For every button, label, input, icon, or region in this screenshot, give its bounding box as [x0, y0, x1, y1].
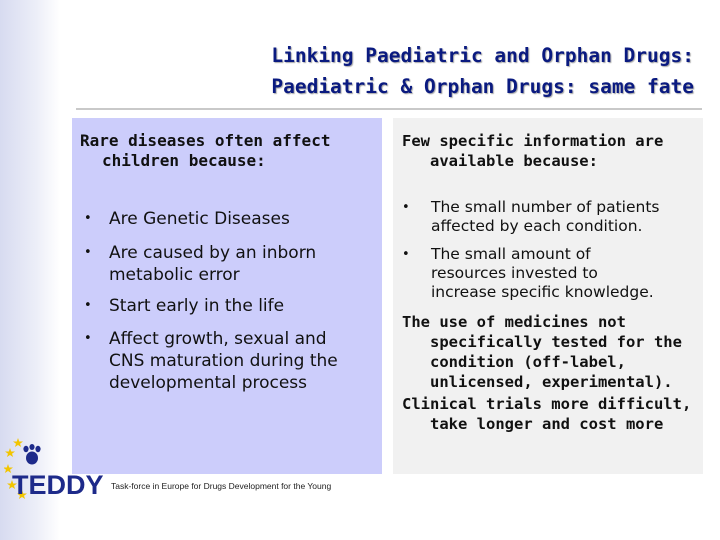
paragraph-line: unlicensed, experimental). — [430, 373, 673, 391]
title-line-2: Paediatric & Orphan Drugs: same fate — [271, 75, 694, 98]
left-heading: Rare diseases often affect children beca… — [80, 131, 330, 171]
bullet-dot: • — [84, 211, 92, 226]
teddy-tagline: Task-force in Europe for Drugs Developme… — [111, 481, 332, 491]
eu-stars-icon — [4, 438, 27, 499]
bullet-text: Are Genetic Diseases — [109, 209, 290, 229]
bullet-text: affected by each condition. — [431, 217, 643, 235]
paragraph-line: take longer and cost more — [430, 415, 664, 433]
right-heading-line-2: available because: — [430, 152, 598, 170]
bullet-text: The small amount of — [431, 245, 591, 263]
slide-title: Linking Paediatric and Orphan Drugs: Pae… — [94, 40, 694, 102]
bullet-text: metabolic error — [109, 265, 240, 285]
right-heading-line-1: Few specific information are — [402, 132, 664, 150]
bullet-text: Affect growth, sexual and — [109, 329, 327, 349]
title-divider — [76, 108, 702, 110]
bullet-dot: • — [402, 200, 410, 215]
bullet-dot: • — [84, 298, 92, 313]
bullet-text: The small number of patients — [431, 198, 660, 216]
off-label-paragraph: The use of medicines not specifically te… — [402, 312, 682, 392]
paragraph-line: condition (off-label, — [430, 353, 626, 371]
bullet-text: Are caused by an inborn — [109, 243, 317, 263]
bullet-dot: • — [402, 247, 410, 262]
title-line-1: Linking Paediatric and Orphan Drugs: — [271, 44, 694, 67]
right-panel — [393, 118, 703, 474]
right-heading: Few specific information are available b… — [402, 131, 663, 171]
left-heading-line-1: Rare diseases often affect — [80, 131, 331, 150]
paragraph-line: Clinical trials more difficult, — [402, 395, 692, 413]
paw-icon — [23, 444, 41, 465]
bullet-text: resources invested to — [431, 264, 598, 282]
bullet-dot: • — [84, 245, 92, 260]
clinical-trials-paragraph: Clinical trials more difficult, take lon… — [402, 394, 691, 434]
bullet-text: developmental process — [109, 373, 308, 393]
paragraph-line: The use of medicines not — [402, 313, 626, 331]
bullet-dot: • — [84, 331, 92, 346]
left-heading-line-2: children because: — [102, 151, 266, 170]
bullet-text: Start early in the life — [109, 296, 285, 316]
bullet-text: increase specific knowledge. — [431, 283, 654, 301]
left-panel — [72, 118, 382, 474]
teddy-logo-text: TEDDY — [12, 470, 104, 500]
bullet-text: CNS maturation during the — [109, 351, 338, 371]
paragraph-line: specifically tested for the — [430, 333, 682, 351]
